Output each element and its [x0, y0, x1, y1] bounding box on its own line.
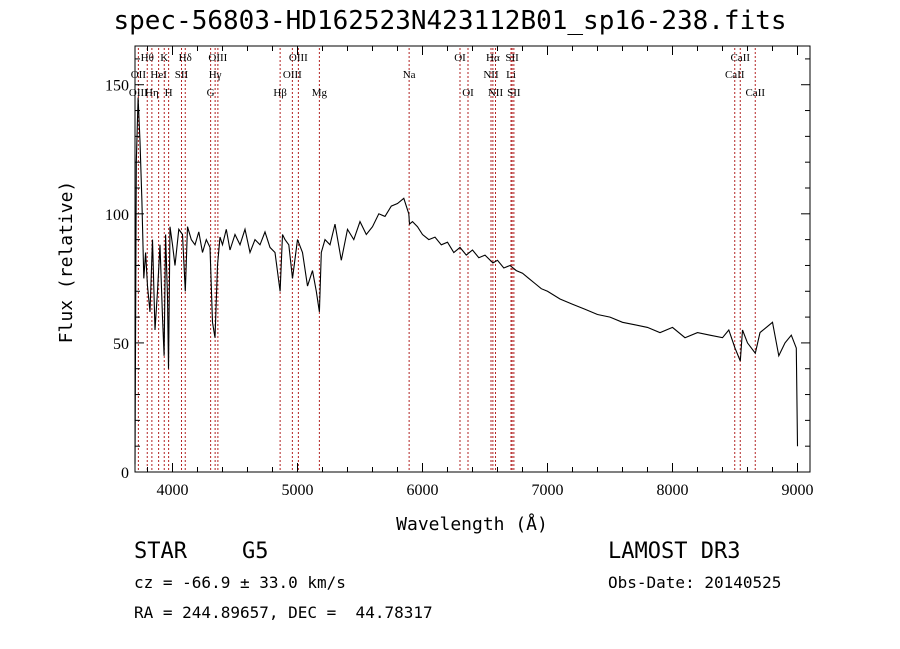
line-label: CaII [730, 52, 750, 64]
x-tick-label: 6000 [407, 482, 439, 499]
y-tick-label: 150 [105, 78, 129, 95]
line-label: OIII [208, 52, 227, 64]
spectral-subclass: G5 [242, 539, 269, 564]
line-label: Na [403, 69, 416, 81]
y-tick-label: 0 [121, 465, 129, 482]
x-axis-label: Wavelength (Å) [396, 513, 548, 535]
x-tick-label: 5000 [282, 482, 314, 499]
object-class: STAR [134, 539, 187, 564]
line-label: OI [454, 52, 466, 64]
spectrum-line [134, 97, 799, 465]
line-label: OII [131, 69, 147, 81]
line-label: K [160, 52, 168, 64]
line-label: OIII [283, 69, 302, 81]
line-label: Hδ [179, 52, 192, 64]
line-label: Hη [145, 87, 159, 99]
line-label: CaII [725, 69, 745, 81]
line-label: Li [506, 69, 516, 81]
line-label: SII [505, 52, 519, 64]
line-label: CaII [745, 87, 765, 99]
y-tick-label: 50 [113, 336, 129, 353]
line-label: Hθ [141, 52, 154, 64]
line-label: HeI [150, 69, 167, 81]
line-label: OIII [129, 87, 148, 99]
line-label: NII [483, 69, 499, 81]
plot-frame [134, 45, 811, 473]
coordinates-text: RA = 244.89657, DEC = 44.78317 [134, 603, 433, 622]
x-tick-label: 9000 [782, 482, 814, 499]
line-label: Hγ [209, 69, 222, 81]
y-axis-label: Flux (relative) [56, 181, 77, 344]
x-tick-label: 4000 [157, 482, 189, 499]
line-label: OI [462, 87, 474, 99]
line-label: SII [507, 87, 521, 99]
y-tick-label: 100 [105, 207, 129, 224]
line-label: Mg [312, 87, 328, 99]
line-label: G [207, 87, 215, 99]
chart-title: spec-56803-HD162523N423112B01_sp16-238.f… [113, 6, 787, 36]
line-label: Hβ [273, 87, 287, 99]
x-tick-label: 7000 [532, 482, 564, 499]
obs-date-text: Obs-Date: 20140525 [608, 573, 782, 592]
x-tick-label: 8000 [657, 482, 689, 499]
redshift-text: cz = -66.9 ± 33.0 km/s [134, 573, 346, 592]
line-label: H [165, 87, 173, 99]
line-label: SII [175, 69, 189, 81]
line-label: NII [488, 87, 504, 99]
line-label: Hα [486, 52, 500, 64]
line-label: OIII [289, 52, 308, 64]
survey-name: LAMOST DR3 [608, 539, 741, 564]
